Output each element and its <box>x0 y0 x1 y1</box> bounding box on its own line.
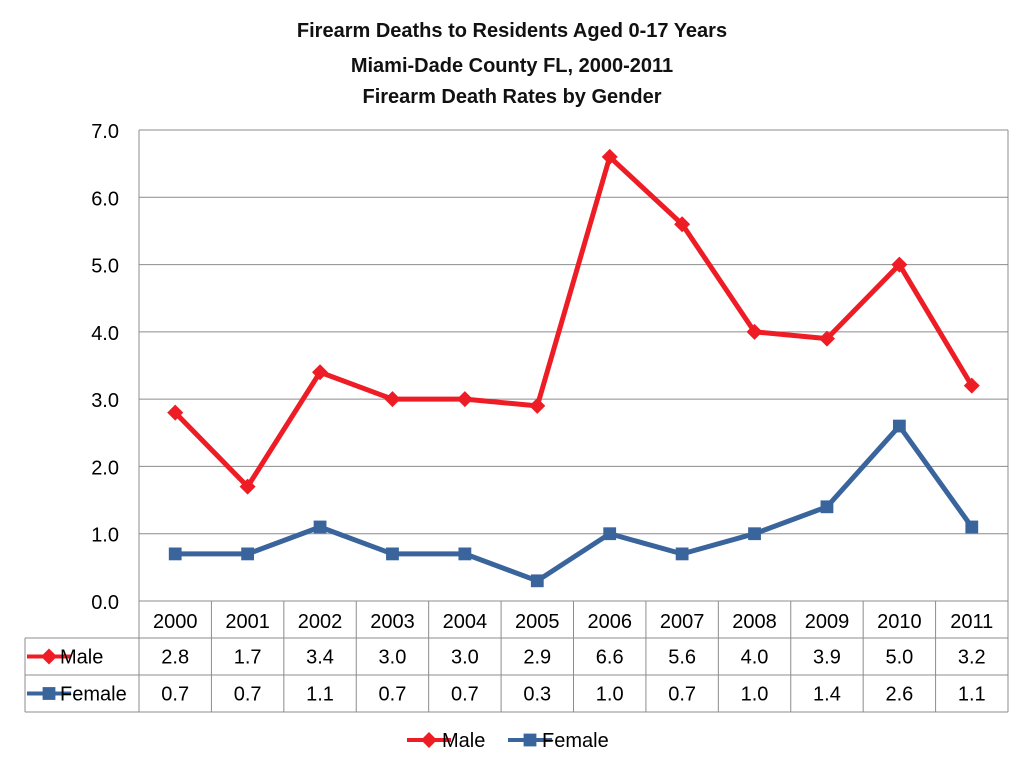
female-data-point <box>603 527 617 541</box>
female-data-point <box>530 574 544 588</box>
x-tick-label: 2010 <box>877 611 922 633</box>
male-data-point <box>312 364 329 381</box>
y-tick-label: 1.0 <box>91 525 119 547</box>
female-table-row-label: Female <box>60 684 127 706</box>
female-series-line <box>175 423 974 584</box>
female-data-point <box>892 419 906 433</box>
legend-entry: Female <box>542 730 609 752</box>
data-label: 1.4 <box>813 684 841 706</box>
data-label: 0.7 <box>161 684 189 706</box>
male-series-line <box>173 154 974 490</box>
female-data-point <box>386 547 399 561</box>
data-label: 0.7 <box>379 684 407 706</box>
y-tick-label: 0.0 <box>91 592 119 614</box>
female-data-point <box>675 547 689 561</box>
data-label: 3.0 <box>451 647 479 669</box>
data-label: 0.3 <box>523 684 551 706</box>
data-label: 0.7 <box>668 684 696 706</box>
x-tick-label: 2004 <box>443 611 488 633</box>
male-data-point <box>963 377 980 394</box>
legend-entry: Male <box>442 730 485 752</box>
male-data-point <box>529 397 546 414</box>
x-tick-label: 2009 <box>805 611 850 633</box>
male-data-point <box>601 148 618 165</box>
male-data-point <box>239 478 256 495</box>
female-data-point <box>965 520 979 534</box>
female-data-point <box>241 547 255 561</box>
female-table-key-marker <box>42 687 56 700</box>
data-label: 2.8 <box>161 647 189 669</box>
y-tick-label: 3.0 <box>91 390 119 412</box>
data-label: 4.0 <box>741 647 769 669</box>
x-tick-label: 2000 <box>153 611 198 633</box>
male-data-point <box>891 256 908 273</box>
x-tick-label: 2007 <box>660 611 705 633</box>
chart-title-line-1: Firearm Deaths to Residents Aged 0-17 Ye… <box>296 20 728 42</box>
legend-male-key-marker <box>421 732 437 748</box>
data-label: 6.6 <box>596 647 624 669</box>
male-data-point <box>746 323 763 340</box>
data-label: 0.7 <box>234 684 262 706</box>
data-label: 3.2 <box>958 647 986 669</box>
y-tick-label: 6.0 <box>91 188 119 210</box>
x-tick-label: 2005 <box>515 611 560 633</box>
x-tick-label: 2003 <box>370 611 415 633</box>
legend-female-key-marker <box>523 733 537 747</box>
male-table-row-label: Male <box>60 647 103 669</box>
data-label: 1.1 <box>958 684 986 706</box>
data-label: 1.0 <box>596 684 624 706</box>
data-label: 2.6 <box>885 684 913 706</box>
data-label: 5.0 <box>885 647 913 669</box>
male-data-point <box>818 330 835 347</box>
male-table-key-marker <box>41 648 57 665</box>
data-label: 1.7 <box>234 647 262 669</box>
data-label: 5.6 <box>668 647 696 669</box>
y-tick-label: 7.0 <box>91 121 119 143</box>
data-label: 1.0 <box>741 684 769 706</box>
data-label: 0.7 <box>451 684 479 706</box>
female-data-point <box>748 527 761 541</box>
chart-title-line-3: Firearm Death Rates by Gender <box>362 86 662 108</box>
data-label: 1.1 <box>306 684 334 706</box>
male-data-point <box>674 216 691 233</box>
x-tick-label: 2006 <box>587 611 632 633</box>
chart-title-line-2: Miami-Dade County FL, 2000-2011 <box>350 55 674 77</box>
data-label: 3.0 <box>379 647 407 669</box>
x-tick-label: 2002 <box>298 611 343 633</box>
female-data-point <box>820 500 834 514</box>
male-data-point <box>167 404 184 421</box>
x-tick-label: 2001 <box>225 611 270 633</box>
data-label: 3.9 <box>813 647 841 669</box>
y-tick-label: 2.0 <box>91 457 119 479</box>
x-tick-label: 2008 <box>732 611 777 633</box>
female-data-point <box>168 547 182 561</box>
y-tick-label: 5.0 <box>91 256 119 278</box>
x-tick-label: 2011 <box>950 611 993 633</box>
male-data-point <box>384 391 401 408</box>
female-data-point <box>313 520 327 534</box>
data-label: 2.9 <box>523 647 551 669</box>
data-label: 3.4 <box>306 647 334 669</box>
y-tick-label: 4.0 <box>91 323 119 345</box>
male-data-point <box>456 391 473 408</box>
female-data-point <box>458 547 472 561</box>
